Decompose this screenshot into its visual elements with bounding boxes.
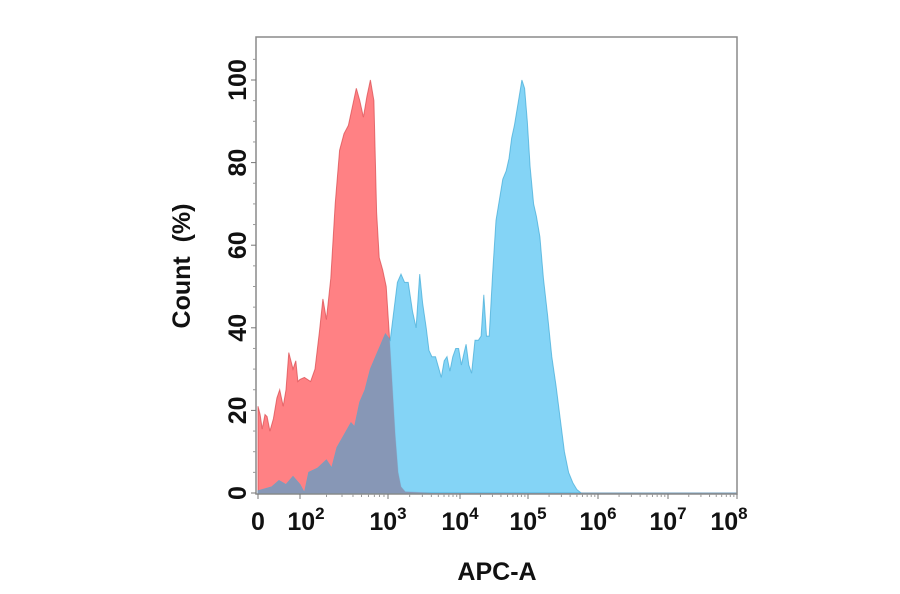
y-tick-label: 100 bbox=[224, 59, 252, 101]
x-tick-label: 105 bbox=[509, 504, 546, 536]
x-tick-label: 108 bbox=[710, 504, 747, 536]
x-axis: 0 102 103 104 105 106 107 108 bbox=[251, 494, 748, 536]
x-tick-label: 0 bbox=[251, 508, 265, 536]
y-axis-title: Count (%) bbox=[168, 204, 196, 329]
y-tick-label: 20 bbox=[224, 396, 252, 424]
x-tick-label: 103 bbox=[369, 504, 406, 536]
y-tick-label: 80 bbox=[224, 149, 252, 177]
x-tick-label: 102 bbox=[287, 504, 324, 536]
y-tick-label: 60 bbox=[224, 231, 252, 259]
overlap-region bbox=[258, 80, 737, 493]
y-axis: 0 20 40 60 80 100 bbox=[224, 58, 256, 500]
x-tick-label: 106 bbox=[579, 504, 616, 536]
y-tick-label: 40 bbox=[224, 314, 252, 342]
x-tick-label: 107 bbox=[649, 504, 686, 536]
x-axis-title: APC-A bbox=[457, 558, 536, 586]
x-tick-label: 104 bbox=[441, 504, 479, 536]
histogram-series-layer bbox=[257, 79, 737, 495]
y-tick-label: 0 bbox=[224, 486, 252, 500]
